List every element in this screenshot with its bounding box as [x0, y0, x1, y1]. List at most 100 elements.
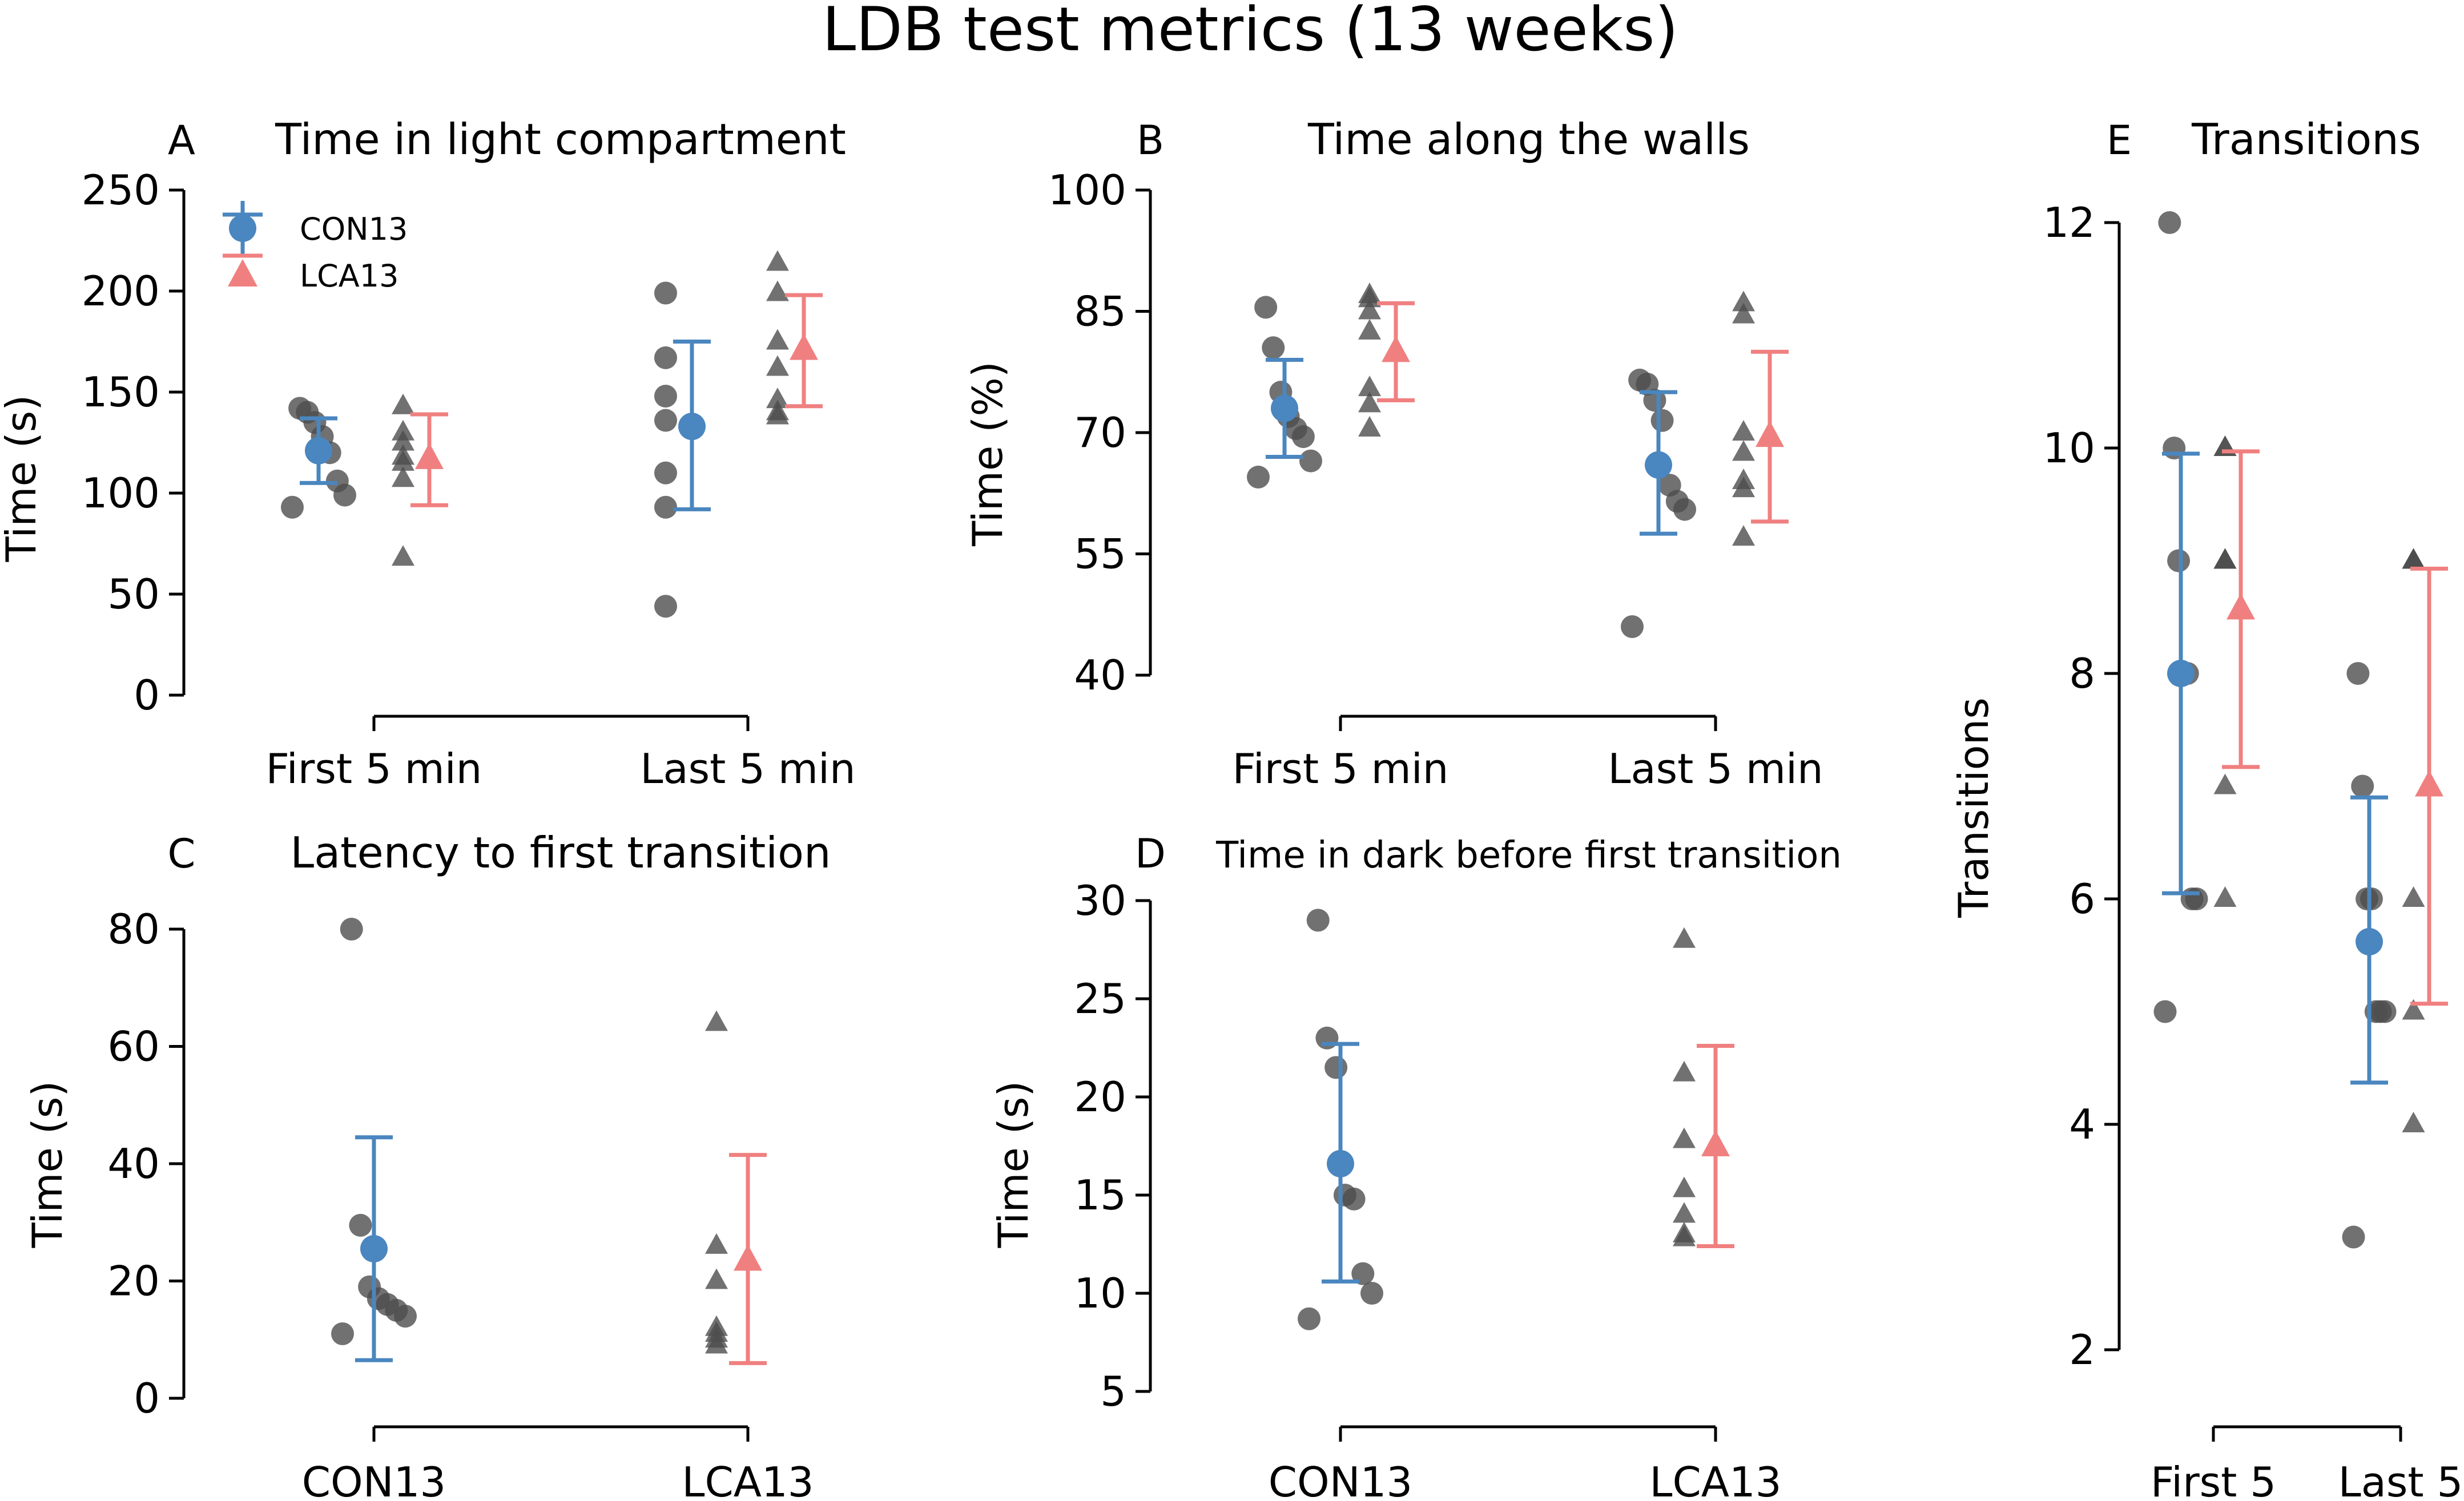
panel-e-category-ticks: First 5 Last 5 [2151, 1425, 2463, 1501]
panel-d-lca13-point [1673, 1176, 1696, 1197]
panel-c-con13-point [358, 1275, 381, 1298]
panel-b-lca13-mean [1756, 421, 1784, 447]
panel-c-y-tick-label: 40 [107, 1140, 160, 1188]
panel-a-category-ticks: First 5 min Last 5 min [266, 715, 856, 793]
panel-a-con13-point [281, 495, 304, 519]
panel-b-lca13-point [1732, 525, 1755, 546]
panel-c-x-tick-label: LCA13 [682, 1458, 814, 1501]
panel-b-lca13-point [1358, 318, 1381, 340]
panel-e-y-tick-label: 4 [2069, 1100, 2095, 1148]
panel-d-error-bars [1322, 1042, 1734, 1284]
panel-a-con13-point [654, 495, 677, 519]
panel-e-x-tick-label: Last 5 [2338, 1458, 2463, 1501]
panel-b-lca13-mean [1382, 336, 1410, 362]
panel-e-y-tick-label: 10 [2043, 424, 2095, 472]
panel-b-con13-point [1299, 449, 1322, 473]
panel-b-x-tick-label: First 5 min [1233, 745, 1449, 793]
panel-a-con13-point [654, 595, 677, 618]
panel-a-lca13-point [392, 419, 414, 441]
panel-d-points [1298, 909, 1696, 1330]
panel-a-x-tick-label: Last 5 min [640, 745, 855, 793]
panel-b-title: Time along the walls [1307, 114, 1750, 164]
legend-lca13-label: LCA13 [300, 258, 398, 294]
panel-b-y-tick-label: 40 [1074, 651, 1126, 699]
panel-b-con13-point [1650, 409, 1674, 432]
panel-b-con13-point [1621, 615, 1644, 638]
panel-a-con13-point [654, 409, 677, 432]
panel-e-x-tick-label: First 5 [2151, 1458, 2276, 1501]
panel-a-lca13-point [392, 466, 414, 487]
panel-a-lca13-point [766, 280, 789, 301]
panel-e-lca13-mean [2227, 593, 2255, 620]
panel-a-label: A [168, 117, 195, 164]
panel-b-y-axis-label: Time (%) [964, 361, 1012, 547]
panel-d-lca13-point [1673, 1202, 1696, 1223]
panel-c: C Latency to first transition Time (s) 0… [23, 828, 831, 1501]
panel-b-label: B [1137, 117, 1164, 164]
panel-a-lca13-point [766, 400, 789, 421]
panel-e-con13-point [2167, 549, 2191, 572]
panel-e-lca13-point [2213, 886, 2237, 907]
panel-e-con13-point [2180, 887, 2204, 910]
panel-d-lca13-point [1673, 1060, 1696, 1082]
panel-e-lca13-point [2402, 548, 2425, 569]
panel-a-con13-mean [678, 413, 706, 441]
panel-e-y-axis-label: Transitions [1950, 697, 1998, 918]
panel-e-con13-point [2153, 1000, 2177, 1023]
panel-b-y-tick-label: 100 [1048, 166, 1126, 214]
panel-c-title: Latency to first transition [290, 828, 831, 878]
panel-e-lca13-point [2402, 1112, 2425, 1132]
panel-b-lca13-point [1358, 283, 1381, 304]
panel-b-con13-point [1247, 465, 1270, 489]
panel-d-con13-point [1360, 1282, 1383, 1305]
panel-c-ticks: 0 20 40 60 80 [107, 905, 186, 1422]
panel-a-con13-point [654, 346, 677, 369]
panel-b-y-tick-label: 85 [1074, 288, 1126, 336]
panel-a-lca13-mean [415, 442, 444, 469]
panel-b-con13-mean [1645, 451, 1672, 479]
panel-b-lca13-point [1732, 469, 1755, 489]
panel-c-y-tick-label: 20 [107, 1257, 160, 1305]
panel-e-y-tick-label: 12 [2043, 199, 2095, 247]
panel-a-y-tick-label: 200 [82, 267, 160, 315]
panel-d: D Time in dark before first transition T… [989, 830, 1842, 1501]
panel-d-title: Time in dark before first transition [1215, 834, 1842, 877]
panel-b-lca13-point [1358, 415, 1381, 437]
panel-d-lca13-point [1673, 1127, 1696, 1148]
panel-c-con13-point [349, 1213, 372, 1237]
panel-c-lca13-mean [734, 1244, 762, 1271]
panel-b-ticks: 40 55 70 85 100 [1048, 166, 1152, 699]
panel-e-lca13-point [2213, 773, 2237, 794]
panel-e-con13-point [2342, 1225, 2365, 1249]
panel-a-points [281, 250, 789, 618]
panel-d-y-tick-label: 5 [1100, 1367, 1126, 1415]
panel-e-con13-point [2356, 887, 2379, 910]
panel-b-error-bars [1266, 301, 1789, 536]
panel-d-y-tick-label: 30 [1074, 877, 1126, 925]
panel-a-lca13-point [392, 393, 414, 414]
panel-c-lca13-point [705, 1268, 728, 1289]
panel-b-lca13-point [1358, 376, 1381, 397]
panel-a-y-tick-label: 150 [82, 368, 160, 416]
panel-b-lca13-point [1732, 420, 1755, 441]
panel-b-con13-point [1628, 368, 1652, 392]
panel-e-lca13-mean [2415, 770, 2443, 797]
panel-a-con13-point [654, 281, 677, 305]
panel-d-y-axis-label: Time (s) [989, 1081, 1037, 1249]
panel-e-con13-mean [2167, 660, 2195, 687]
panel-c-x-tick-label: CON13 [302, 1458, 446, 1501]
panel-d-con13-mean [1327, 1149, 1354, 1177]
panel-a-y-tick-label: 50 [107, 570, 160, 618]
panel-c-con13-point [331, 1322, 354, 1345]
panel-c-y-tick-label: 0 [134, 1374, 160, 1422]
panel-e-lca13-point [2213, 548, 2237, 569]
panel-a-con13-point [288, 397, 312, 420]
panel-d-con13-point [1306, 909, 1330, 932]
panel-d-y-tick-label: 15 [1074, 1171, 1126, 1219]
panel-b-category-ticks: First 5 min Last 5 min [1233, 715, 1823, 793]
panel-d-lca13-point [1673, 1221, 1696, 1242]
panel-e-points [2153, 211, 2425, 1249]
panel-b-lca13-point [1732, 290, 1755, 312]
panel-b-lca13-point [1358, 392, 1381, 413]
